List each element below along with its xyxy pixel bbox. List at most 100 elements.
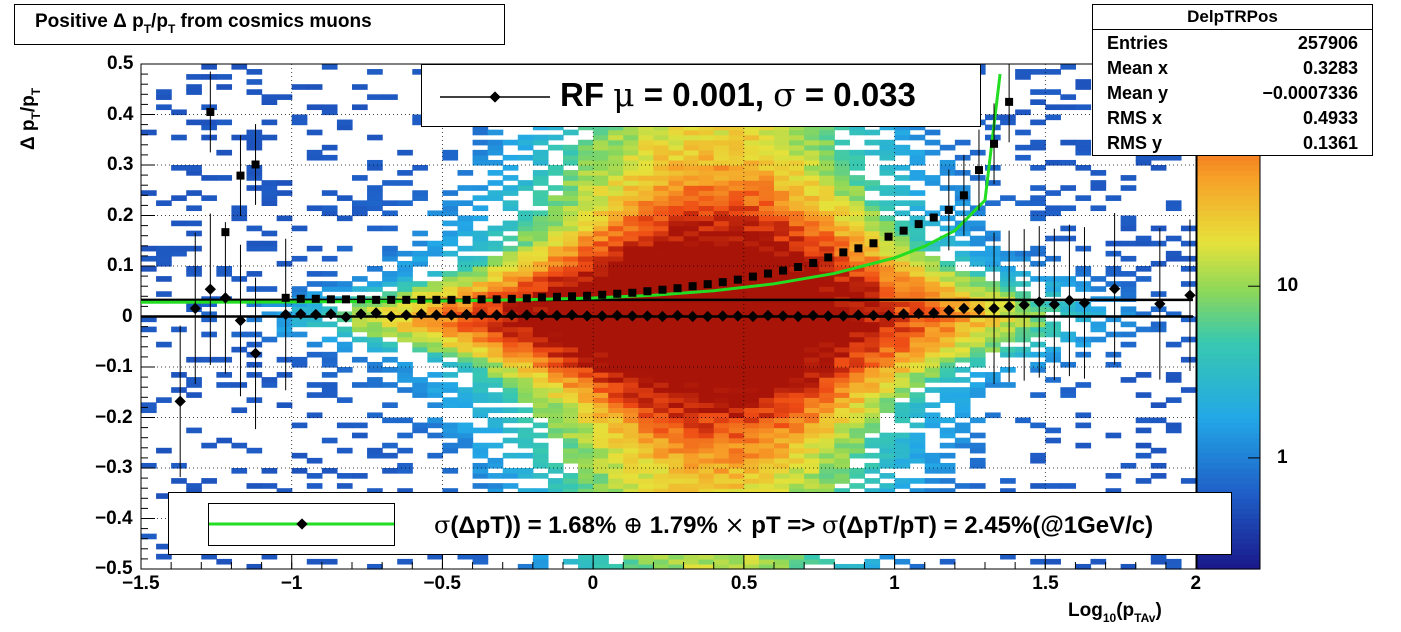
heatmap-cell xyxy=(638,382,655,388)
heatmap-cell xyxy=(849,331,866,338)
heatmap-cell xyxy=(186,84,202,90)
heatmap-cell xyxy=(412,326,428,333)
heatmap-cell xyxy=(1090,336,1107,343)
heatmap-cell xyxy=(939,341,956,348)
colorbar-segment xyxy=(1197,387,1260,393)
heatmap-cell xyxy=(593,210,609,217)
heatmap-cell xyxy=(653,478,670,484)
heatmap-cell xyxy=(894,129,911,136)
y-tick-label: −0.3 xyxy=(95,457,133,478)
legend-part: RF xyxy=(560,76,614,113)
heatmap-cell xyxy=(1105,240,1122,247)
heatmap-cell xyxy=(834,235,850,242)
heatmap-cell xyxy=(849,225,866,232)
heatmap-cell xyxy=(743,215,760,222)
heatmap-cell xyxy=(608,255,624,262)
heatmap-cell xyxy=(397,488,413,494)
legend-part: = 0.001, xyxy=(634,76,774,113)
heatmap-cell xyxy=(578,175,594,181)
heatmap-cell xyxy=(728,165,745,171)
heatmap-cell xyxy=(156,245,172,252)
heatmap-cell xyxy=(638,462,655,469)
heatmap-cell xyxy=(879,165,896,171)
heatmap-cell xyxy=(261,336,278,343)
heatmap-cell xyxy=(608,372,624,378)
heatmap-cell xyxy=(171,134,187,141)
heatmap-cell xyxy=(517,215,534,222)
heatmap-cell xyxy=(532,220,549,227)
heatmap-cell xyxy=(864,321,881,328)
heatmap-cell xyxy=(517,427,534,434)
heatmap-cell xyxy=(321,372,338,378)
heatmap-cell xyxy=(743,165,760,171)
heatmap-cell xyxy=(954,367,971,373)
heatmap-cell xyxy=(487,326,504,333)
heatmap-cell xyxy=(276,402,293,408)
heatmap-cell xyxy=(879,245,896,252)
heatmap-cell xyxy=(457,361,474,368)
y-tick-label: 0.3 xyxy=(107,154,134,175)
heatmap-cell xyxy=(638,478,655,484)
heatmap-cell xyxy=(1120,377,1137,383)
heatmap-cell xyxy=(487,170,504,176)
heatmap-cell xyxy=(789,468,805,474)
heatmap-cell xyxy=(412,260,428,267)
heatmap-cell xyxy=(246,185,263,191)
heatmap-cell xyxy=(547,326,564,333)
heatmap-cell xyxy=(939,346,956,353)
heatmap-cell xyxy=(804,215,820,222)
heatmap-cell xyxy=(909,563,926,570)
heatmap-cell xyxy=(1075,442,1092,449)
heatmap-cell xyxy=(653,402,670,408)
heatmap-cell xyxy=(216,149,233,156)
heatmap-cell xyxy=(397,331,413,338)
sigma-point xyxy=(1005,97,1014,106)
heatmap-cell xyxy=(502,190,519,196)
heatmap-cell xyxy=(834,382,850,388)
sigma-point xyxy=(748,272,757,281)
sigma-point xyxy=(236,171,245,180)
heatmap-cell xyxy=(653,134,670,141)
heatmap-cell xyxy=(774,215,790,222)
heatmap-cell xyxy=(909,170,926,176)
heatmap-cell xyxy=(668,200,685,206)
heatmap-cell xyxy=(774,230,790,237)
heatmap-cell xyxy=(909,488,926,494)
heatmap-cell xyxy=(563,473,579,479)
sigma-point xyxy=(628,288,637,297)
heatmap-cell xyxy=(608,260,624,267)
heatmap-cell xyxy=(246,372,263,378)
heatmap-cell xyxy=(457,245,474,252)
heatmap-cell xyxy=(638,361,655,368)
heatmap-cell xyxy=(774,185,790,191)
heatmap-cell xyxy=(623,180,639,186)
heatmap-cell xyxy=(939,488,956,494)
heatmap-cell xyxy=(472,139,489,146)
heatmap-cell xyxy=(789,351,805,358)
heatmap-cell xyxy=(457,397,474,403)
heatmap-cell xyxy=(819,159,835,166)
heatmap-cell xyxy=(683,321,700,328)
heatmap-cell xyxy=(1045,104,1061,111)
heatmap-cell xyxy=(472,301,489,307)
heatmap-cell xyxy=(321,306,338,313)
heatmap-cell xyxy=(578,483,594,489)
heatmap-cell xyxy=(201,331,217,338)
heatmap-cell xyxy=(804,124,820,131)
heatmap-cell xyxy=(382,326,398,333)
heatmap-cell xyxy=(698,372,715,378)
heatmap-cell xyxy=(517,468,534,474)
heatmap-cell xyxy=(804,417,820,424)
heatmap-cell xyxy=(593,563,609,570)
heatmap-cell xyxy=(758,286,775,292)
heatmap-cell xyxy=(532,442,549,449)
heatmap-cell xyxy=(849,235,866,242)
heatmap-cell xyxy=(1000,266,1016,272)
heatmap-cell xyxy=(924,462,941,469)
heatmap-cell xyxy=(834,473,850,479)
heatmap-cell xyxy=(894,190,911,196)
colorbar-segment xyxy=(1197,326,1260,333)
heatmap-cell xyxy=(336,397,353,403)
heatmap-cell xyxy=(668,144,685,151)
heatmap-cell xyxy=(593,478,609,484)
